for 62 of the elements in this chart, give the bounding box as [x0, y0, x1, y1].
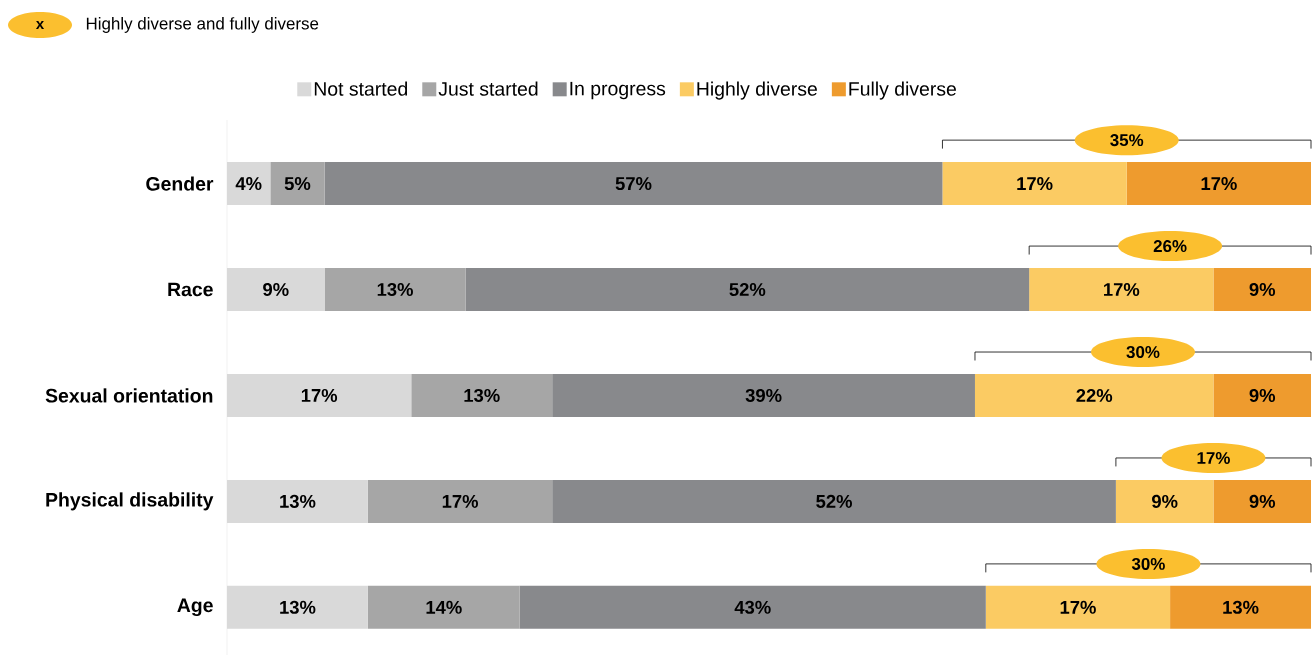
bar	[367, 479, 553, 523]
bar	[270, 162, 325, 206]
data-label: 17%	[442, 494, 479, 508]
y-tick-label: Sexual orientation	[45, 388, 213, 403]
data-label: 4%	[235, 177, 262, 191]
y-tick-label: Race	[168, 282, 213, 297]
data-label: 13%	[464, 388, 500, 402]
y-tick-label: Physical disability	[46, 492, 214, 511]
bar	[974, 373, 1214, 417]
legend-label: Just started	[438, 81, 538, 96]
data-label: 17%	[301, 388, 338, 402]
data-label: 9%	[263, 282, 289, 297]
bar	[1170, 585, 1312, 629]
data-label: 57%	[615, 177, 652, 191]
bar	[324, 268, 466, 312]
bar	[519, 585, 986, 629]
annotation: 26%	[1153, 240, 1187, 253]
bar	[942, 162, 1127, 206]
data-label: 17%	[1201, 177, 1237, 191]
bar	[1115, 479, 1214, 523]
y-tick-label: Age	[177, 598, 213, 617]
bar	[1213, 268, 1312, 312]
bar	[1213, 479, 1312, 523]
bar	[1126, 162, 1312, 206]
bar	[367, 585, 520, 629]
data-label: 13%	[1223, 600, 1259, 614]
annotation: 35%	[1110, 134, 1144, 147]
data-label: 43%	[734, 600, 771, 614]
data-label: 13%	[280, 600, 316, 614]
data-label: 9%	[1249, 388, 1276, 402]
bar	[985, 585, 1171, 629]
data-label: 14%	[426, 600, 462, 614]
legend-label: Highly diverse	[697, 81, 817, 100]
bar	[1213, 373, 1312, 417]
bar	[324, 162, 943, 206]
data-label: 9%	[1249, 494, 1276, 508]
bar	[1029, 268, 1214, 312]
text: x	[35, 21, 45, 29]
data-label: 9%	[1151, 494, 1178, 508]
data-label: 17%	[1060, 600, 1096, 614]
data-label: 17%	[1017, 177, 1053, 191]
data-label: 52%	[729, 282, 766, 297]
data-label: 13%	[377, 282, 413, 297]
data-label: 22%	[1076, 388, 1113, 402]
legend-label: Fully diverse	[849, 81, 956, 100]
y-tick-label: Gender	[146, 176, 214, 191]
data-label: 17%	[1104, 283, 1140, 296]
bar	[465, 268, 1030, 312]
annotation: 30%	[1126, 346, 1160, 359]
legend-label: In progress	[570, 81, 666, 100]
data-label: 9%	[1249, 282, 1276, 297]
bar	[411, 373, 553, 417]
data-label: 13%	[280, 494, 316, 508]
text: Highly diverse and fully diverse	[86, 17, 319, 33]
data-label: 5%	[284, 177, 311, 191]
data-label: 39%	[745, 388, 782, 402]
bar	[552, 373, 975, 417]
legend-label: Not started	[314, 81, 408, 96]
bar	[552, 479, 1116, 523]
annotation: 17%	[1197, 452, 1230, 464]
data-label: 52%	[816, 494, 852, 508]
annotation: 30%	[1131, 557, 1165, 570]
